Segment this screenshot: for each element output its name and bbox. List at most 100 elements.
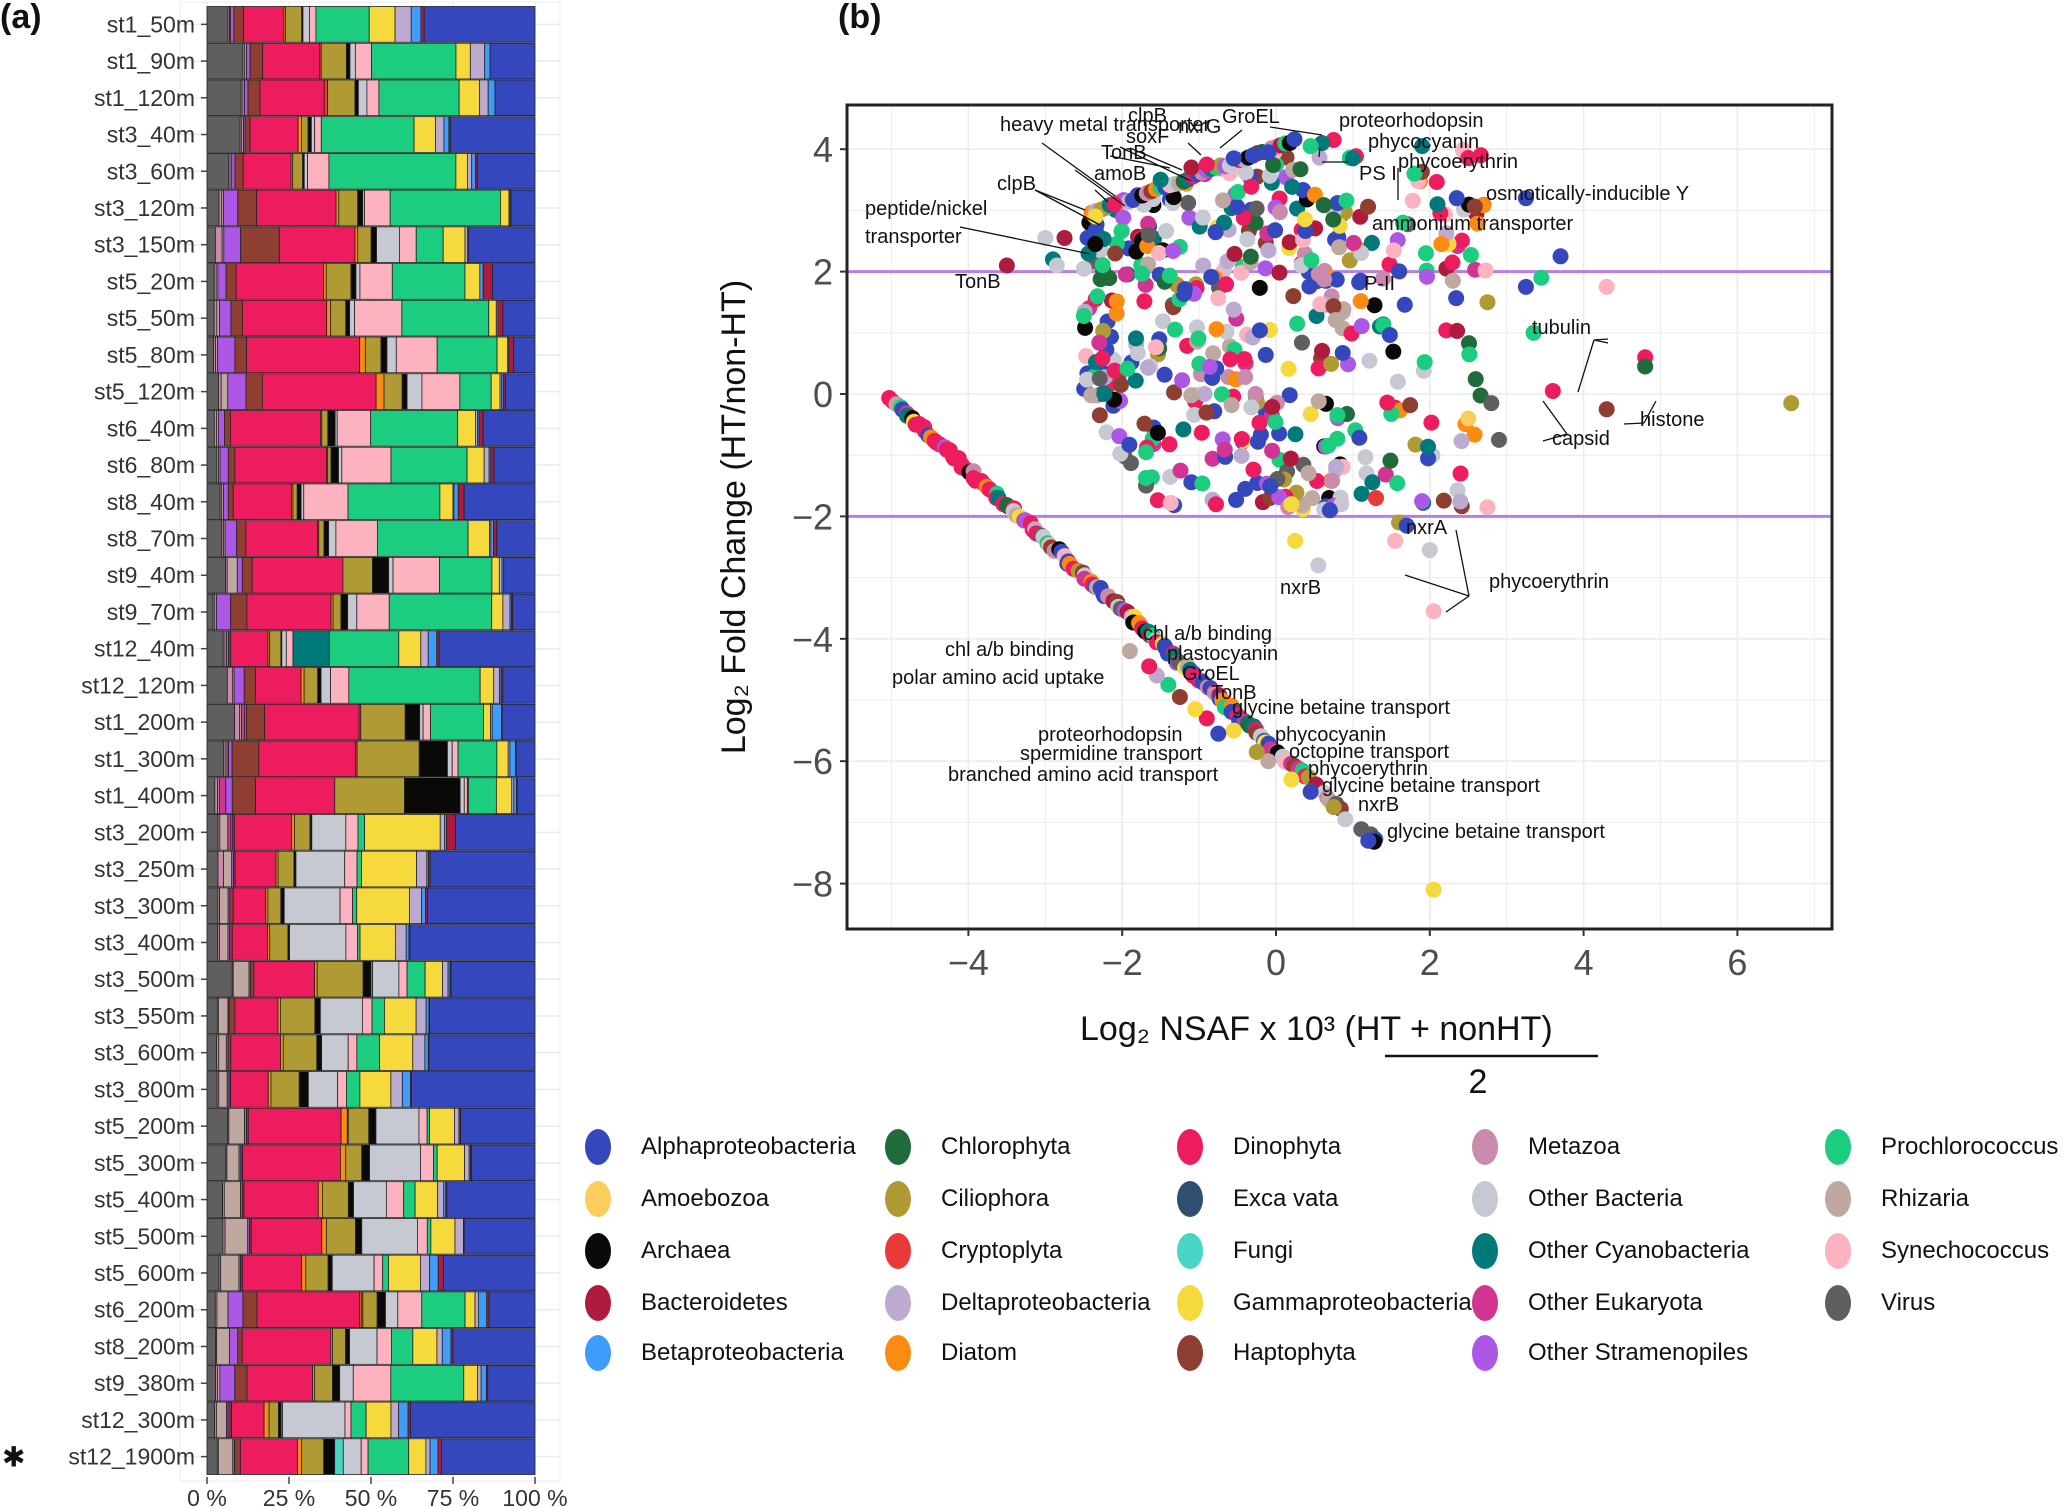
data-point <box>1201 358 1218 375</box>
category-label: st1_120m <box>94 85 195 111</box>
bar-segment <box>220 1254 240 1292</box>
data-point <box>1423 414 1440 431</box>
point-annotation: TonB <box>1101 142 1147 164</box>
bar-segment <box>389 189 501 227</box>
bar-segment <box>217 850 224 888</box>
data-point <box>1297 211 1314 228</box>
data-point <box>1106 362 1123 379</box>
data-point <box>1229 184 1246 201</box>
bar-segment <box>509 740 516 778</box>
data-point <box>1198 404 1215 421</box>
bar-segment <box>471 1144 536 1182</box>
category-label: st8_70m <box>107 526 195 552</box>
bar-segment <box>282 1034 318 1071</box>
y-tick-label: 2 <box>813 252 833 293</box>
bar-segment <box>250 1218 323 1255</box>
bar-segment <box>256 1291 360 1328</box>
bar-segment <box>471 152 477 190</box>
legend-label: Alphaproteobacteria <box>641 1133 856 1160</box>
bar-segment <box>412 1328 438 1365</box>
bar-segment <box>417 1218 428 1255</box>
bar-segment <box>437 1254 444 1292</box>
data-point <box>1162 494 1179 511</box>
point-annotation: GroEL <box>1182 663 1240 685</box>
bar-segment <box>292 630 330 667</box>
x-tick-label: 4 <box>1574 942 1594 983</box>
bar-segment <box>354 42 372 80</box>
category-label: st3_550m <box>94 1003 195 1029</box>
annotation-leader <box>1119 146 1192 182</box>
bar-segment <box>320 42 347 80</box>
bar-segment <box>420 6 425 43</box>
data-point <box>1137 469 1154 486</box>
bar-segment <box>335 520 378 557</box>
data-point <box>1363 234 1380 251</box>
bar-segment <box>224 520 238 557</box>
bar-segment <box>401 1071 411 1108</box>
bar-segment <box>364 189 391 227</box>
bar-segment <box>460 1107 536 1145</box>
data-point <box>1329 407 1346 424</box>
legend-item: Virus <box>1825 1285 1935 1321</box>
data-point <box>1467 371 1484 388</box>
data-point <box>1297 222 1314 239</box>
bar-segment <box>206 336 215 374</box>
data-point <box>1310 557 1327 574</box>
data-point <box>1428 174 1445 191</box>
category-label: st1_400m <box>94 783 195 809</box>
data-point <box>1301 278 1318 295</box>
bar-segment <box>408 1438 427 1475</box>
bar-segment <box>310 116 316 153</box>
data-point <box>1783 395 1800 412</box>
bar-segment <box>345 299 351 337</box>
bar-segment <box>469 42 486 80</box>
bar-segment <box>442 226 466 263</box>
category-label: st3_60m <box>107 158 195 184</box>
legend-swatch <box>585 1129 611 1165</box>
bar-segment <box>356 593 390 631</box>
legend-item: Fungi <box>1177 1233 1293 1269</box>
data-point <box>1310 360 1327 377</box>
category-label: st3_150m <box>94 232 195 258</box>
legend-item: Other Cyanobacteria <box>1472 1233 1749 1269</box>
bar-segment <box>361 997 373 1035</box>
bar-segment <box>430 1218 456 1255</box>
legend-item: Dinophyta <box>1177 1129 1341 1165</box>
data-point <box>1176 281 1193 298</box>
y-tick-label: 0 <box>813 374 833 415</box>
data-point <box>1127 330 1144 347</box>
data-point <box>1418 268 1435 285</box>
bar-segment <box>457 410 476 447</box>
bar-segment <box>259 79 325 117</box>
bar-segment <box>502 593 511 631</box>
data-point <box>1421 542 1438 559</box>
bar-segment <box>347 1034 358 1071</box>
bar-segment <box>224 1218 249 1255</box>
annotation-leader <box>1593 338 1609 341</box>
bar-segment <box>513 336 536 374</box>
bar-segment <box>220 373 229 410</box>
bar-segment <box>327 79 356 117</box>
data-point <box>1198 156 1215 173</box>
point-annotation: TonB <box>1211 682 1257 704</box>
bar-segment <box>334 1438 344 1475</box>
data-point <box>1381 326 1398 343</box>
data-point <box>1479 499 1496 516</box>
data-point <box>1106 196 1123 213</box>
bar-segment <box>446 1181 536 1218</box>
bar-segment <box>418 1107 428 1145</box>
data-point <box>1379 394 1396 411</box>
bar-segment <box>493 446 536 484</box>
x-tick-label: 50 % <box>345 1485 397 1508</box>
bar-segment <box>420 1254 431 1292</box>
bar-segment <box>320 116 415 153</box>
bar-segment <box>377 520 469 557</box>
data-point <box>1396 296 1413 313</box>
legend-label: Amoebozoa <box>641 1185 770 1212</box>
category-label: st1_90m <box>107 48 195 74</box>
data-point <box>1337 811 1354 828</box>
bar-segment <box>404 777 461 814</box>
annotation-leader <box>1542 400 1568 435</box>
bar-segment <box>206 1107 229 1145</box>
bar-segment <box>354 226 359 263</box>
